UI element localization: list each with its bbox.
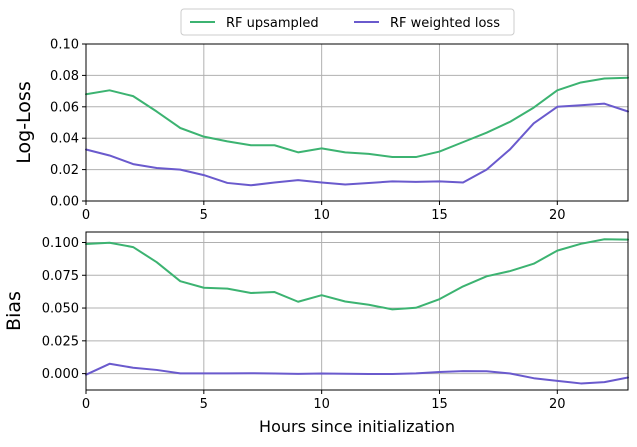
y-tick-label: 0.025 (42, 334, 79, 349)
x-tick-label: 10 (313, 208, 330, 223)
y-tick-label: 0.10 (50, 38, 79, 53)
x-tick-label: 15 (431, 208, 448, 223)
y-tick-label: 0.00 (50, 195, 79, 210)
bias-series-rf-weighted-loss (85, 362, 629, 385)
bias-y-axis-label: Bias (3, 291, 25, 331)
x-tick-label: 20 (549, 208, 566, 223)
x-tick-label: 0 (82, 208, 90, 223)
log-loss-y-axis-label: Log-Loss (13, 81, 35, 163)
y-tick-label: 0.075 (42, 269, 79, 284)
log-loss-series-rf-weighted-loss (85, 102, 629, 187)
y-tick-label: 0.100 (42, 236, 79, 251)
y-tick-label: 0.000 (42, 367, 79, 382)
legend-label-rf-upsampled: RF upsampled (226, 16, 319, 31)
x-tick-label: 0 (82, 397, 90, 412)
x-axis-label: Hours since initialization (259, 417, 455, 436)
log-loss-panel: 0 5 10 15 20 0.00 0.02 0.04 0.06 0.08 0.10 Log-Loss (13, 38, 629, 223)
legend-frame (180, 8, 515, 36)
x-tick-label: 20 (549, 397, 566, 412)
log-loss-series-rf-upsampled (85, 76, 629, 159)
y-tick-label: 0.04 (50, 132, 79, 147)
y-tick-label: 0.050 (42, 302, 79, 317)
log-loss-axes-frame (85, 43, 629, 202)
bias-series-rf-upsampled (85, 238, 629, 311)
bias-panel: 0 5 10 15 20 0.000 0.025 0.050 0.075 0.100 Bias Hou… (3, 231, 629, 436)
y-tick-label: 0.06 (50, 100, 79, 115)
x-tick-label: 15 (431, 397, 448, 412)
legend-label-rf-weighted-loss: RF weighted loss (390, 16, 500, 31)
x-tick-label: 5 (200, 397, 208, 412)
x-tick-label: 10 (313, 397, 330, 412)
x-tick-label: 5 (200, 208, 208, 223)
bias-axes-frame (85, 231, 629, 391)
legend: RF upsampled RF weighted loss (180, 8, 515, 36)
y-tick-label: 0.02 (50, 163, 79, 178)
y-tick-label: 0.08 (50, 69, 79, 84)
